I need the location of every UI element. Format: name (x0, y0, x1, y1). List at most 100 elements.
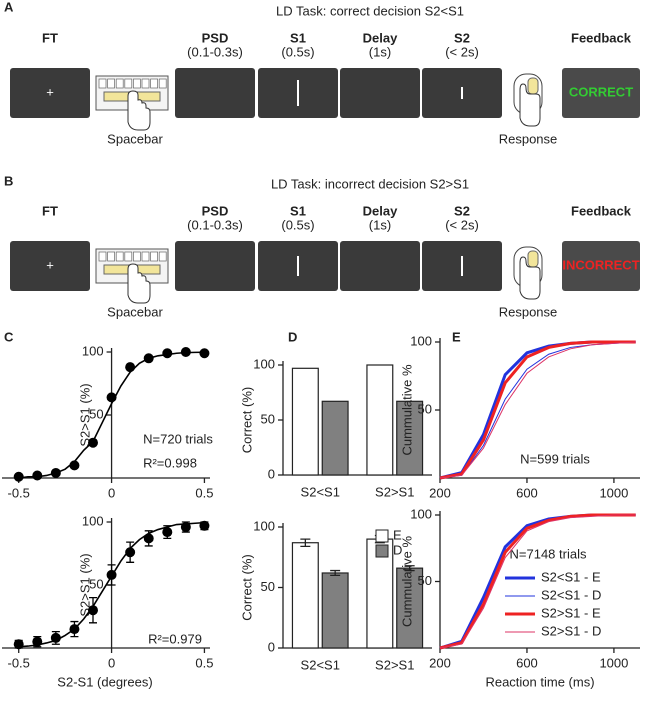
x-axis-label: Reaction time (ms) (485, 674, 594, 689)
legend-label: S2<S1 - E (541, 569, 601, 584)
data-point (180, 522, 191, 533)
key (158, 251, 167, 262)
screen (340, 241, 420, 291)
mouse-button (527, 250, 539, 268)
data-point (88, 605, 98, 616)
x-tick-label: 1000 (599, 485, 628, 500)
key (133, 251, 141, 262)
bar (396, 567, 424, 649)
data-point (143, 353, 154, 364)
feedback-text: CORRECT (569, 84, 633, 99)
data-point (106, 392, 117, 403)
x-tick-label: 0 (108, 655, 115, 670)
annotation: N=599 trials (520, 451, 590, 466)
y-tick-label: 100 (82, 343, 104, 358)
data-point (69, 624, 80, 635)
error-bar (330, 569, 341, 577)
stage-duration: (1s) (369, 44, 391, 59)
x-tick-label: 0 (108, 485, 115, 500)
stage-label: Feedback (571, 203, 632, 218)
x-tick-label: 200 (429, 655, 451, 670)
key (115, 251, 124, 262)
y-tick-label: 50 (261, 579, 275, 594)
stage-label: FT (42, 203, 58, 218)
key (124, 251, 133, 262)
fixation-cross: + (46, 84, 54, 99)
key (115, 78, 124, 89)
panel-label: B (4, 173, 13, 188)
keyboard-caption: Spacebar (107, 304, 163, 319)
annotation: N=7148 trials (510, 546, 587, 561)
data-point (50, 632, 61, 643)
y-tick-label: 100 (410, 333, 432, 348)
screen (10, 68, 90, 118)
cdf-line (439, 513, 636, 650)
mouse-caption: Response (499, 304, 558, 319)
stage-label: PSD (202, 30, 229, 45)
task-title: LD Task: correct decision S2<S1 (276, 3, 464, 18)
stage-label: S2 (454, 30, 470, 45)
y-tick-label: 50 (418, 401, 432, 416)
stage-duration: (0.1-0.3s) (187, 44, 243, 59)
mouse-caption: Response (499, 131, 558, 146)
key (141, 251, 150, 262)
stage-label: Feedback (571, 30, 632, 45)
bar (321, 400, 349, 476)
cdf-line (439, 340, 636, 480)
y-axis-label: Correct (%) (239, 554, 254, 620)
data-point (88, 437, 98, 448)
y-axis-label: Cummulative % (399, 364, 414, 455)
data-point (50, 467, 61, 478)
y-axis-label: S2>S1 (%) (77, 553, 92, 616)
key (98, 78, 107, 89)
x-tick-label: S2<S1 (301, 484, 340, 499)
hand (519, 83, 541, 127)
screen (175, 241, 255, 291)
panel-label: E (452, 329, 461, 344)
stage-duration: (0.5s) (281, 44, 314, 59)
stage-duration: (1s) (369, 217, 391, 232)
stage-label: PSD (202, 203, 229, 218)
data-point (162, 348, 173, 359)
legend-label: S2>S1 - E (541, 605, 601, 620)
annotation: R²=0.979 (148, 631, 202, 646)
data-point (143, 533, 154, 544)
feedback-text: INCORRECT (562, 257, 639, 272)
stage-label: S1 (290, 203, 306, 218)
x-tick-label: S2>S1 (375, 484, 414, 499)
key (133, 78, 141, 89)
y-tick-label: 0 (268, 639, 275, 654)
data-point (125, 362, 136, 373)
key (150, 78, 158, 89)
bar (396, 400, 424, 476)
data-point (199, 520, 210, 531)
mouse-button (527, 77, 539, 95)
panel-label: A (4, 0, 14, 14)
bar (366, 364, 394, 476)
y-tick-label: 0 (268, 466, 275, 481)
data-point (32, 470, 43, 481)
y-tick-label: 100 (253, 518, 275, 533)
annotation: N=720 trials (143, 431, 213, 446)
data-point (32, 636, 43, 647)
data-point (162, 527, 173, 538)
stage-duration: (0.1-0.3s) (187, 217, 243, 232)
key (158, 78, 167, 89)
legend-label: S2>S1 - D (541, 623, 601, 638)
hand (127, 90, 151, 131)
stage-label: FT (42, 30, 58, 45)
legend-label: D (393, 542, 402, 557)
screen (340, 68, 420, 118)
fit-curve (18, 351, 205, 479)
screen (175, 68, 255, 118)
y-tick-label: 50 (261, 411, 275, 426)
x-tick-label: -0.5 (8, 485, 30, 500)
bar (291, 542, 319, 649)
stage-duration: (< 2s) (445, 217, 479, 232)
x-axis-label: S2-S1 (degrees) (57, 674, 152, 689)
key (107, 251, 115, 262)
x-tick-label: 1000 (599, 655, 628, 670)
y-axis-label: Correct (%) (239, 387, 254, 453)
x-tick-label: 600 (516, 485, 538, 500)
